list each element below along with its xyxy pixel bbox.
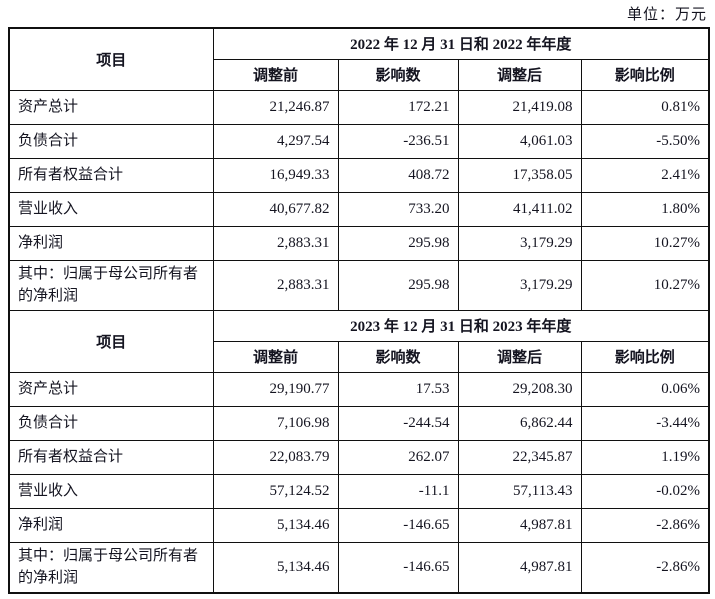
item-cell: 其中：归属于母公司所有者的净利润: [8, 259, 214, 311]
value-cell: 17.53: [337, 371, 459, 407]
value-cell: 4,987.81: [457, 507, 582, 543]
period-header: 2022 年 12 月 31 日和 2022 年年度: [212, 27, 710, 60]
value-cell: 295.98: [337, 259, 459, 311]
value-cell: 17,358.05: [457, 157, 582, 193]
item-cell: 资产总计: [8, 89, 214, 125]
column-header-row: 调整前 影响数 调整后 影响比例: [9, 340, 710, 373]
unit-label: 单位：万元: [626, 7, 707, 23]
column-header: 调整前: [212, 58, 339, 91]
table-row: 负债合计 7,106.98 -244.54 6,862.44 -3.44%: [8, 405, 710, 441]
table-row: 净利润 5,134.46 -146.65 4,987.81 -2.86%: [8, 507, 710, 543]
table-section: 项目 2022 年 12 月 31 日和 2022 年年度 调整前 影响数 调整后 影响比…: [8, 27, 710, 311]
value-cell: 4,061.03: [457, 123, 582, 159]
column-header: 调整前: [212, 340, 339, 373]
item-cell: 负债合计: [8, 405, 214, 441]
value-cell: 4,297.54: [212, 123, 339, 159]
item-cell: 净利润: [8, 225, 214, 261]
value-cell: -146.65: [337, 541, 459, 593]
item-cell: 所有者权益合计: [8, 157, 214, 193]
table-row: 资产总计 29,190.77 17.53 29,208.30 0.06%: [8, 371, 710, 407]
adjustment-table: 项目 2022 年 12 月 31 日和 2022 年年度 调整前 影响数 调整后 影响比…: [8, 27, 711, 594]
value-cell: -236.51: [337, 123, 459, 159]
value-cell: 3,179.29: [457, 225, 582, 261]
value-cell: 7,106.98: [212, 405, 339, 441]
item-column-header: 项目: [8, 309, 214, 373]
value-cell: 2.41%: [580, 157, 710, 193]
value-cell: -0.02%: [580, 473, 710, 509]
value-cell: 22,083.79: [212, 439, 339, 475]
table-row: 营业收入 57,124.52 -11.1 57,113.43 -0.02%: [8, 473, 710, 509]
column-header: 影响数: [337, 58, 459, 91]
value-cell: -5.50%: [580, 123, 710, 159]
table-row: 营业收入 40,677.82 733.20 41,411.02 1.80%: [8, 191, 710, 227]
column-header: 影响比例: [580, 340, 710, 373]
value-cell: 29,208.30: [457, 371, 582, 407]
item-cell: 负债合计: [8, 123, 214, 159]
value-cell: -244.54: [337, 405, 459, 441]
value-cell: 1.80%: [580, 191, 710, 227]
item-cell: 净利润: [8, 507, 214, 543]
value-cell: 10.27%: [580, 259, 710, 311]
item-cell: 资产总计: [8, 371, 214, 407]
value-cell: 5,134.46: [212, 507, 339, 543]
value-cell: 22,345.87: [457, 439, 582, 475]
value-cell: 408.72: [337, 157, 459, 193]
value-cell: 57,124.52: [212, 473, 339, 509]
value-cell: -146.65: [337, 507, 459, 543]
period-header-row: 项目 2022 年 12 月 31 日和 2022 年年度: [8, 27, 710, 91]
value-cell: 40,677.82: [212, 191, 339, 227]
value-cell: 172.21: [337, 89, 459, 125]
value-cell: 6,862.44: [457, 405, 582, 441]
table-row: 所有者权益合计 22,083.79 262.07 22,345.87 1.19%: [8, 439, 710, 475]
value-cell: -2.86%: [580, 507, 710, 543]
value-cell: 3,179.29: [457, 259, 582, 311]
table-row: 负债合计 4,297.54 -236.51 4,061.03 -5.50%: [8, 123, 710, 159]
value-cell: 1.19%: [580, 439, 710, 475]
value-cell: -2.86%: [580, 541, 710, 593]
value-cell: 29,190.77: [212, 371, 339, 407]
value-cell: 21,419.08: [457, 89, 582, 125]
table-section: 项目 2023 年 12 月 31 日和 2023 年年度 调整前 影响数 调整后 影响比…: [8, 309, 710, 593]
period-header: 2023 年 12 月 31 日和 2023 年年度: [212, 309, 710, 342]
value-cell: 733.20: [337, 191, 459, 227]
table-row: 其中：归属于母公司所有者的净利润 5,134.46 -146.65 4,987.81-…: [8, 541, 710, 593]
table-row: 净利润 2,883.31 295.98 3,179.29 10.27%: [8, 225, 710, 261]
item-cell: 其中：归属于母公司所有者的净利润: [8, 541, 214, 593]
value-cell: 16,949.33: [212, 157, 339, 193]
column-header-row: 调整前 影响数 调整后 影响比例: [9, 58, 710, 91]
item-column-header: 项目: [8, 27, 214, 91]
period-header-row: 项目 2023 年 12 月 31 日和 2023 年年度: [8, 309, 710, 373]
value-cell: 5,134.46: [212, 541, 339, 593]
table-row: 其中：归属于母公司所有者的净利润 2,883.31 295.98 3,179.29 10…: [8, 259, 710, 311]
value-cell: 4,987.81: [457, 541, 582, 593]
value-cell: 57,113.43: [457, 473, 582, 509]
value-cell: 295.98: [337, 225, 459, 261]
column-header: 调整后: [457, 58, 582, 91]
column-header: 调整后: [457, 340, 582, 373]
table-row: 所有者权益合计 16,949.33 408.72 17,358.05 2.41%: [8, 157, 710, 193]
value-cell: 0.06%: [580, 371, 710, 407]
value-cell: 41,411.02: [457, 191, 582, 227]
value-cell: 2,883.31: [212, 225, 339, 261]
column-header: 影响比例: [580, 58, 710, 91]
value-cell: 0.81%: [580, 89, 710, 125]
value-cell: 10.27%: [580, 225, 710, 261]
column-header: 影响数: [337, 340, 459, 373]
value-cell: 262.07: [337, 439, 459, 475]
table-row: 资产总计 21,246.87 172.21 21,419.08 0.81%: [8, 89, 710, 125]
item-cell: 所有者权益合计: [8, 439, 214, 475]
value-cell: -11.1: [337, 473, 459, 509]
value-cell: 21,246.87: [212, 89, 339, 125]
value-cell: -3.44%: [580, 405, 710, 441]
value-cell: 2,883.31: [212, 259, 339, 311]
item-cell: 营业收入: [8, 473, 214, 509]
item-cell: 营业收入: [8, 191, 214, 227]
